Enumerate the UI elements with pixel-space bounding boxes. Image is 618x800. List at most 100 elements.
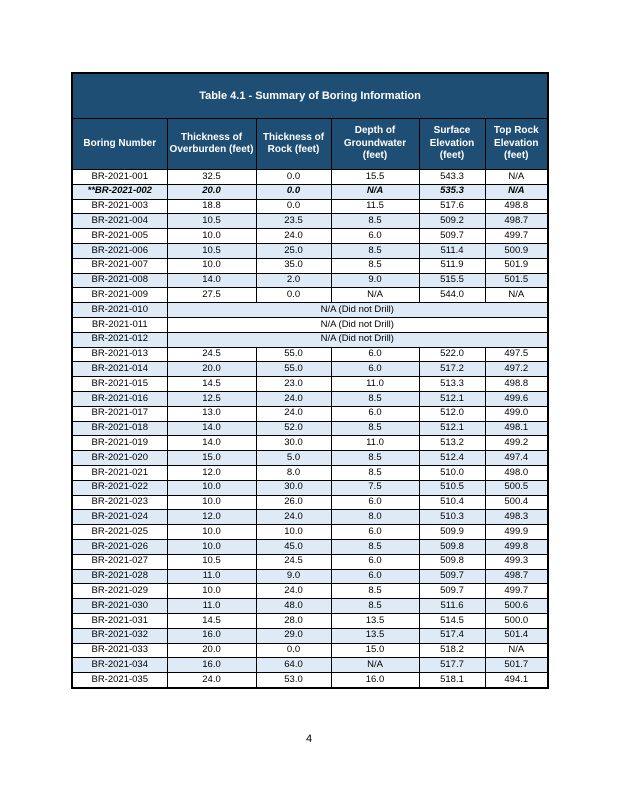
groundwater-cell: 13.5 [330, 627, 420, 644]
table-row: BR-2021-015 14.5 23.0 11.0 513.3 498.8 [71, 376, 549, 392]
top_rock-cell: 497.2 [484, 361, 549, 378]
table-row: BR-2021-014 20.0 55.0 6.0 517.2 497.2 [71, 361, 549, 378]
merged-na-cell: N/A (Did not Drill) [166, 331, 549, 348]
rock-cell: 2.0 [255, 272, 332, 289]
boring-number-cell: BR-2021-011 [71, 316, 168, 333]
top_rock-cell: 498.8 [484, 376, 549, 392]
surface-cell: 517.4 [418, 627, 486, 644]
table-row: BR-2021-016 12.5 24.0 8.5 512.1 499.6 [71, 390, 549, 407]
rock-cell: 55.0 [255, 346, 332, 363]
groundwater-cell: N/A [330, 183, 420, 200]
groundwater-cell: 8.5 [330, 213, 420, 230]
surface-cell: 510.5 [418, 479, 486, 496]
groundwater-cell: 15.5 [330, 169, 420, 185]
groundwater-cell: 8.0 [330, 509, 420, 526]
column-header: Thickness of Overburden (feet) [166, 118, 257, 170]
overburden-cell: 12.0 [166, 464, 257, 481]
top_rock-cell: 499.8 [484, 538, 549, 555]
groundwater-cell: 6.0 [330, 494, 420, 511]
column-header: Boring Number [71, 118, 168, 170]
rock-cell: 55.0 [255, 361, 332, 378]
page-number: 4 [305, 733, 313, 745]
table-row: BR-2021-013 24.5 55.0 6.0 522.0 497.5 [71, 346, 549, 363]
surface-cell: 514.5 [418, 612, 486, 629]
table-row: BR-2021-035 24.0 53.0 16.0 518.1 494.1 [71, 672, 549, 689]
boring-number-cell: BR-2021-003 [71, 198, 168, 215]
top_rock-cell: 497.4 [484, 450, 549, 466]
boring-number-cell: BR-2021-001 [71, 169, 168, 185]
surface-cell: 512.0 [418, 405, 486, 422]
top_rock-cell: 501.7 [484, 657, 549, 674]
table-row: BR-2021-029 10.0 24.0 8.5 509.7 499.7 [71, 583, 549, 600]
rock-cell: 28.0 [255, 612, 332, 629]
groundwater-cell: 6.0 [330, 228, 420, 244]
surface-cell: 509.7 [418, 568, 486, 585]
boring-number-cell: BR-2021-032 [71, 627, 168, 644]
overburden-cell: 10.0 [166, 524, 257, 540]
table-row: BR-2021-020 15.0 5.0 8.5 512.4 497.4 [71, 450, 549, 466]
surface-cell: 509.9 [418, 524, 486, 540]
groundwater-cell: 8.5 [330, 464, 420, 481]
rock-cell: 23.0 [255, 376, 332, 392]
overburden-cell: 14.5 [166, 376, 257, 392]
top_rock-cell: 498.7 [484, 213, 549, 230]
surface-cell: 517.2 [418, 361, 486, 378]
overburden-cell: 10.0 [166, 479, 257, 496]
overburden-cell: 20.0 [166, 642, 257, 659]
table-row: BR-2021-004 10.5 23.5 8.5 509.2 498.7 [71, 213, 549, 230]
overburden-cell: 10.5 [166, 553, 257, 570]
rock-cell: 0.0 [255, 169, 332, 185]
table-row: BR-2021-027 10.5 24.5 6.0 509.8 499.3 [71, 553, 549, 570]
groundwater-cell: 8.5 [330, 450, 420, 466]
rock-cell: 24.0 [255, 390, 332, 407]
top_rock-cell: 500.6 [484, 598, 549, 614]
overburden-cell: 15.0 [166, 450, 257, 466]
groundwater-cell: 6.0 [330, 553, 420, 570]
surface-cell: 509.8 [418, 553, 486, 570]
surface-cell: 511.9 [418, 257, 486, 274]
rock-cell: 10.0 [255, 524, 332, 540]
boring-number-cell: BR-2021-035 [71, 672, 168, 689]
rock-cell: 35.0 [255, 257, 332, 274]
top_rock-cell: 499.7 [484, 583, 549, 600]
overburden-cell: 11.0 [166, 568, 257, 585]
surface-cell: 511.6 [418, 598, 486, 614]
rock-cell: 30.0 [255, 435, 332, 452]
table-row: BR-2021-006 10.5 25.0 8.5 511.4 500.9 [71, 242, 549, 259]
surface-cell: 509.7 [418, 228, 486, 244]
surface-cell: 535.3 [418, 183, 486, 200]
overburden-cell: 14.0 [166, 435, 257, 452]
overburden-cell: 10.5 [166, 242, 257, 259]
boring-number-cell: BR-2021-016 [71, 390, 168, 407]
overburden-cell: 14.0 [166, 272, 257, 289]
groundwater-cell: 8.5 [330, 390, 420, 407]
overburden-cell: 10.0 [166, 538, 257, 555]
rock-cell: 8.0 [255, 464, 332, 481]
boring-number-cell: BR-2021-024 [71, 509, 168, 526]
table-row: BR-2021-003 18.8 0.0 11.5 517.6 498.8 [71, 198, 549, 215]
boring-number-cell: BR-2021-027 [71, 553, 168, 570]
table-row: BR-2021-017 13.0 24.0 6.0 512.0 499.0 [71, 405, 549, 422]
top_rock-cell: 499.0 [484, 405, 549, 422]
table-row: BR-2021-028 11.0 9.0 6.0 509.7 498.7 [71, 568, 549, 585]
boring-number-cell: BR-2021-034 [71, 657, 168, 674]
surface-cell: 513.3 [418, 376, 486, 392]
surface-cell: 509.2 [418, 213, 486, 230]
groundwater-cell: N/A [330, 287, 420, 304]
overburden-cell: 24.5 [166, 346, 257, 363]
groundwater-cell: 8.5 [330, 598, 420, 614]
top_rock-cell: 498.3 [484, 509, 549, 526]
top_rock-cell: 499.2 [484, 435, 549, 452]
rock-cell: 29.0 [255, 627, 332, 644]
surface-cell: 510.4 [418, 494, 486, 511]
top_rock-cell: 500.4 [484, 494, 549, 511]
boring-number-cell: BR-2021-010 [71, 302, 168, 318]
top_rock-cell: 500.0 [484, 612, 549, 629]
top_rock-cell: 494.1 [484, 672, 549, 689]
rock-cell: 0.0 [255, 198, 332, 215]
table-row: BR-2021-009 27.5 0.0 N/A 544.0 N/A [71, 287, 549, 304]
boring-number-cell: BR-2021-005 [71, 228, 168, 244]
groundwater-cell: 13.5 [330, 612, 420, 629]
rock-cell: 9.0 [255, 568, 332, 585]
boring-number-cell: BR-2021-004 [71, 213, 168, 230]
